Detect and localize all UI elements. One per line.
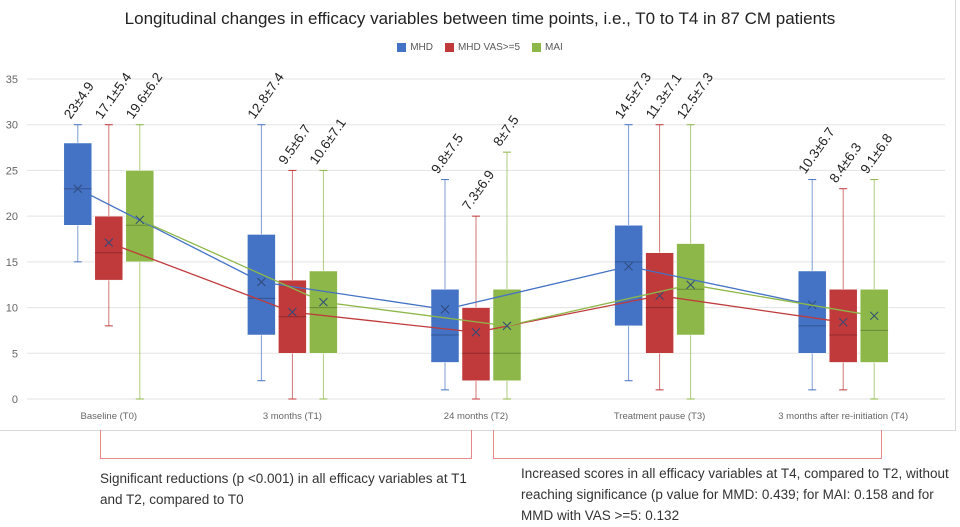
box	[645, 252, 674, 354]
box	[614, 225, 643, 327]
mean-marker	[73, 184, 83, 194]
mean-marker	[257, 277, 266, 287]
data-label: 7.3±6.9	[459, 167, 497, 212]
annotation-left: Significant reductions (p <0.001) in all…	[100, 471, 467, 507]
mean-marker	[686, 280, 695, 290]
mean-marker	[838, 317, 848, 327]
y-tick-label: 20	[6, 211, 18, 223]
legend-label: MAI	[545, 42, 563, 53]
y-tick-label: 5	[12, 348, 18, 360]
box	[797, 270, 827, 354]
mean-marker	[655, 291, 664, 301]
box	[828, 289, 858, 363]
box	[859, 289, 889, 363]
mean-marker	[319, 297, 328, 307]
box	[676, 243, 705, 336]
data-label: 9.1±6.8	[857, 131, 895, 176]
bracket-right	[493, 430, 882, 459]
legend-item-mai: MAI	[532, 42, 563, 53]
mean-marker	[624, 262, 633, 271]
legend-item-mhd-vas: MHD VAS>=5	[444, 42, 521, 53]
box	[430, 289, 460, 363]
annotation-right: Increased scores in all efficacy variabl…	[521, 466, 949, 523]
box	[63, 142, 93, 226]
box	[492, 289, 522, 381]
mean-marker	[104, 238, 114, 248]
box-plot: 0 5 10 15 20 25 30 35 Baseline (T0) 3 months (T1)…	[6, 69, 945, 422]
y-tick-label: 35	[6, 74, 18, 86]
y-tick-label: 0	[12, 394, 18, 406]
bracket-left	[100, 430, 472, 459]
mean-marker	[869, 311, 879, 321]
legend-swatch-mhd	[397, 43, 407, 52]
data-label: 8±7.5	[490, 113, 522, 149]
mean-marker	[288, 307, 297, 317]
chart-frame	[0, 0, 956, 431]
x-tick-label: 3 months (T1)	[263, 411, 322, 422]
box	[247, 234, 276, 336]
box	[309, 270, 338, 354]
legend-swatch-mhd-vas	[444, 43, 454, 52]
data-label: 12.8±7.4	[245, 69, 288, 121]
box	[94, 215, 124, 281]
box	[461, 307, 491, 381]
legend-label: MHD VAS>=5	[457, 42, 521, 53]
x-tick-label: Baseline (T0)	[81, 411, 138, 422]
legend-label: MHD	[410, 42, 433, 53]
legend-swatch-mai	[532, 43, 542, 52]
legend: MHD MHD VAS>=5 MAI	[0, 42, 960, 53]
x-tick-label: 3 months after re-initiation (T4)	[778, 411, 908, 422]
mean-marker	[440, 305, 450, 314]
x-tick-label: 24 months (T2)	[444, 411, 508, 422]
y-tick-label: 30	[6, 120, 18, 132]
y-tick-label: 15	[6, 257, 18, 269]
data-label: 10.6±7.1	[307, 116, 349, 168]
mean-marker	[471, 327, 481, 337]
legend-item-mhd: MHD	[397, 42, 433, 53]
chart-title: Longitudinal changes in efficacy variabl…	[124, 9, 836, 28]
x-tick-label: Treatment pause (T3)	[614, 411, 706, 422]
data-label: 23±4.9	[61, 79, 97, 121]
y-tick-label: 10	[6, 303, 18, 315]
mean-marker	[502, 321, 512, 331]
box	[125, 170, 155, 263]
data-label: 8.4±6.3	[826, 140, 864, 185]
y-tick-label: 25	[6, 165, 18, 177]
mean-marker	[135, 215, 145, 225]
data-label: 9.8±7.5	[428, 131, 466, 176]
